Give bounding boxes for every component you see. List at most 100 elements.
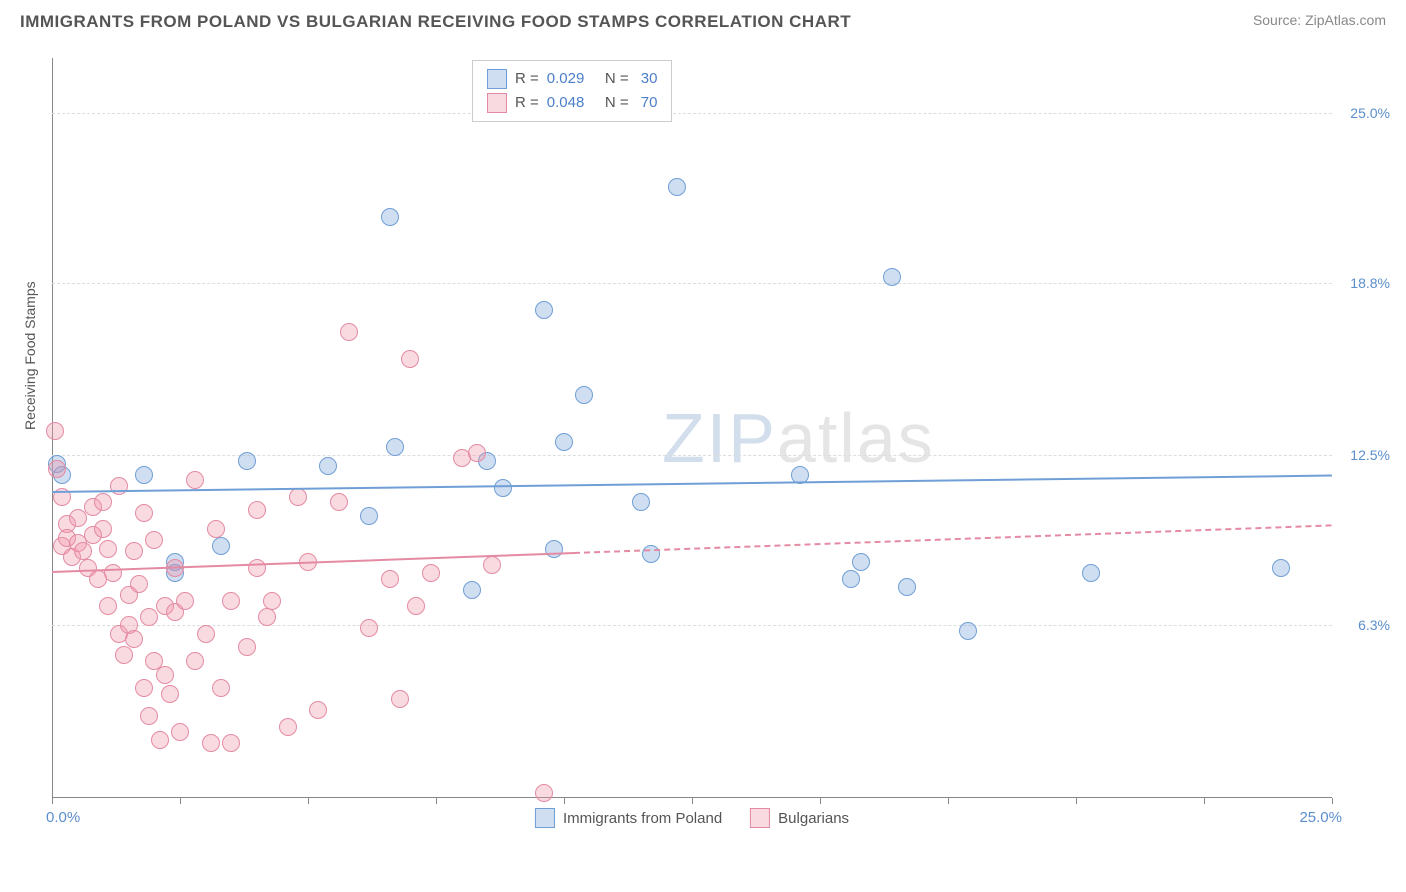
data-point — [330, 493, 348, 511]
y-tick-label: 6.3% — [1358, 617, 1390, 633]
legend-n-label: N = — [592, 67, 632, 91]
legend-r-value: 0.029 — [547, 67, 585, 91]
legend-n-label: N = — [592, 91, 632, 115]
data-point — [197, 625, 215, 643]
data-point — [74, 542, 92, 560]
gridline — [52, 113, 1332, 114]
data-point — [46, 422, 64, 440]
data-point — [668, 178, 686, 196]
data-point — [48, 460, 66, 478]
chart-border — [52, 58, 1332, 798]
data-point — [135, 466, 153, 484]
data-point — [642, 545, 660, 563]
x-tick — [52, 798, 53, 804]
legend-row: R = 0.048 N = 70 — [487, 91, 657, 115]
data-point — [1082, 564, 1100, 582]
source-label: Source: ZipAtlas.com — [1253, 12, 1386, 28]
y-tick-label: 18.8% — [1350, 275, 1390, 291]
data-point — [842, 570, 860, 588]
x-tick — [308, 798, 309, 804]
data-point — [852, 553, 870, 571]
x-tick — [692, 798, 693, 804]
legend-swatch — [535, 808, 555, 828]
data-point — [135, 679, 153, 697]
data-point — [248, 501, 266, 519]
legend-n-value: 30 — [641, 67, 658, 91]
data-point — [1272, 559, 1290, 577]
data-point — [401, 350, 419, 368]
data-point — [407, 597, 425, 615]
legend-label: Bulgarians — [778, 810, 849, 827]
data-point — [483, 556, 501, 574]
x-tick — [1204, 798, 1205, 804]
data-point — [422, 564, 440, 582]
x-tick — [1332, 798, 1333, 804]
x-tick — [948, 798, 949, 804]
data-point — [156, 666, 174, 684]
gridline — [52, 625, 1332, 626]
data-point — [279, 718, 297, 736]
data-point — [186, 471, 204, 489]
data-point — [115, 646, 133, 664]
y-tick-label: 12.5% — [1350, 447, 1390, 463]
data-point — [258, 608, 276, 626]
data-point — [145, 531, 163, 549]
x-tick — [820, 798, 821, 804]
data-point — [319, 457, 337, 475]
legend-item: Bulgarians — [750, 808, 849, 828]
legend-item: Immigrants from Poland — [535, 808, 722, 828]
data-point — [238, 638, 256, 656]
data-point — [212, 537, 230, 555]
x-tick — [1076, 798, 1077, 804]
data-point — [535, 784, 553, 802]
data-point — [202, 734, 220, 752]
legend-label: Immigrants from Poland — [563, 810, 722, 827]
legend-swatch — [487, 69, 507, 89]
correlation-legend: R = 0.029 N = 30R = 0.048 N = 70 — [472, 60, 672, 122]
data-point — [535, 301, 553, 319]
legend-n-value: 70 — [641, 91, 658, 115]
data-point — [381, 208, 399, 226]
data-point — [289, 488, 307, 506]
legend-r-value: 0.048 — [547, 91, 585, 115]
data-point — [130, 575, 148, 593]
data-point — [632, 493, 650, 511]
x-tick — [436, 798, 437, 804]
data-point — [140, 707, 158, 725]
data-point — [176, 592, 194, 610]
data-point — [207, 520, 225, 538]
x-tick — [564, 798, 565, 804]
data-point — [386, 438, 404, 456]
data-point — [186, 652, 204, 670]
data-point — [104, 564, 122, 582]
data-point — [125, 630, 143, 648]
data-point — [575, 386, 593, 404]
data-point — [360, 507, 378, 525]
data-point — [69, 509, 87, 527]
data-point — [309, 701, 327, 719]
x-tick — [180, 798, 181, 804]
data-point — [555, 433, 573, 451]
chart-title: IMMIGRANTS FROM POLAND VS BULGARIAN RECE… — [20, 12, 851, 32]
chart-area: ZIPatlas 6.3%12.5%18.8%25.0%0.0%25.0%R =… — [52, 58, 1332, 798]
data-point — [140, 608, 158, 626]
data-point — [340, 323, 358, 341]
data-point — [222, 592, 240, 610]
data-point — [381, 570, 399, 588]
data-point — [463, 581, 481, 599]
data-point — [238, 452, 256, 470]
x-axis-max-label: 25.0% — [1299, 809, 1342, 826]
x-axis-min-label: 0.0% — [46, 809, 80, 826]
legend-r-label: R = — [515, 67, 539, 91]
data-point — [94, 493, 112, 511]
data-point — [391, 690, 409, 708]
data-point — [135, 504, 153, 522]
gridline — [52, 283, 1332, 284]
legend-r-label: R = — [515, 91, 539, 115]
legend-swatch — [750, 808, 770, 828]
data-point — [222, 734, 240, 752]
data-point — [161, 685, 179, 703]
y-tick-label: 25.0% — [1350, 105, 1390, 121]
data-point — [99, 540, 117, 558]
data-point — [151, 731, 169, 749]
